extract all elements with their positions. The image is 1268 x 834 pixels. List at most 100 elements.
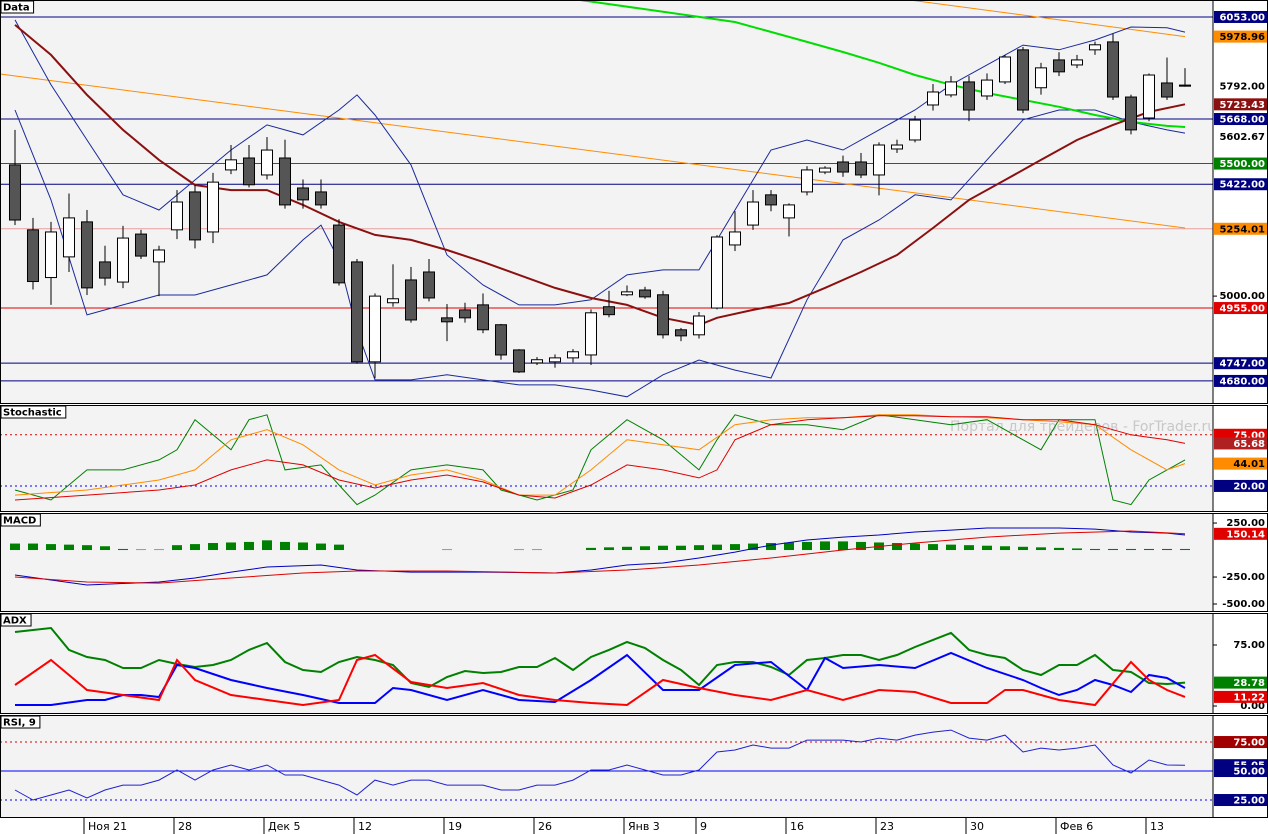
candle-body (242, 157, 255, 186)
histogram-bar (603, 547, 614, 551)
candle-body (998, 56, 1011, 83)
panel-title-box (0, 513, 41, 527)
histogram-bar (837, 541, 848, 551)
price-label: 44.01 (1233, 459, 1265, 470)
x-tick-label: 28 (178, 820, 192, 833)
candle-body (206, 181, 219, 233)
candle-body (728, 231, 741, 246)
candle-body (116, 237, 129, 283)
price-label-box (1214, 30, 1267, 43)
indicator-line (14, 729, 1186, 801)
x-tick-label: 9 (700, 820, 707, 833)
price-label-box (1214, 80, 1267, 93)
panel-title-box (0, 0, 35, 14)
candle-body (1016, 49, 1029, 111)
price-label-box (1214, 113, 1267, 126)
candle-body (818, 167, 831, 173)
panel-background (0, 405, 1213, 512)
price-label: 20.00 (1233, 481, 1265, 492)
y-tick-label: 5000.00 (1219, 291, 1265, 302)
candle-body (26, 229, 39, 283)
price-label-box (1214, 357, 1267, 370)
plot-area (14, 626, 1186, 707)
candle-body (836, 161, 849, 173)
x-tick-label: Фев 6 (1060, 820, 1093, 833)
histogram-bar (531, 549, 542, 551)
candle-body (1088, 44, 1101, 51)
histogram-bar (765, 543, 776, 551)
candle-body (422, 271, 435, 299)
price-label-box (1214, 130, 1267, 143)
candle-body (1052, 59, 1065, 73)
price-label: 11.22 (1233, 692, 1265, 703)
price-label-box (1214, 794, 1267, 807)
x-tick-label: 13 (1150, 820, 1164, 833)
price-label-box (1214, 178, 1267, 191)
histogram-bar (1125, 548, 1136, 551)
indicator-line (14, 527, 1186, 586)
candle-body (1160, 82, 1173, 98)
candle-body (980, 79, 993, 97)
plot-area (9, 527, 1190, 586)
histogram-bar (801, 541, 812, 551)
candle-body (1070, 59, 1083, 66)
x-tick-label: 23 (880, 820, 894, 833)
histogram-bar (27, 543, 38, 551)
candle-body (350, 261, 363, 363)
histogram-bar (225, 542, 236, 551)
candle-body (62, 217, 75, 258)
candle-body (386, 298, 399, 304)
x-tick-label: 30 (970, 820, 984, 833)
price-label: 65.68 (1233, 439, 1265, 450)
candle-body (224, 159, 237, 171)
price-label-box (1214, 10, 1267, 23)
candle-body (152, 249, 165, 263)
candle-body (44, 231, 57, 279)
plot-area (0, 729, 1213, 801)
candle-body (440, 317, 453, 323)
histogram-bar (1107, 548, 1118, 551)
panel-background (0, 715, 1213, 818)
price-label-box (1214, 479, 1267, 492)
histogram-bar (297, 542, 308, 551)
candle-body (476, 304, 489, 331)
indicator-line (14, 414, 1186, 506)
candle-body (674, 329, 687, 337)
price-label-box (1214, 676, 1267, 689)
axis-background (1213, 0, 1268, 404)
candle-body (692, 315, 705, 336)
candle-body (548, 357, 561, 363)
candle-body (368, 295, 381, 363)
price-label-box (1214, 302, 1267, 315)
histogram-bar (1143, 548, 1154, 551)
histogram-bar (153, 549, 164, 551)
histogram-bar (171, 545, 182, 551)
candle-body (80, 221, 93, 289)
histogram-bar (621, 546, 632, 551)
histogram-bar (639, 546, 650, 551)
candle-body (854, 161, 867, 176)
y-tick-label: 0.00 (1240, 701, 1265, 712)
x-tick-label: Янв 3 (628, 820, 660, 833)
x-tick-label: 26 (538, 820, 552, 833)
panel-title: ADX (3, 616, 27, 627)
candle-body (962, 81, 975, 111)
histogram-bar (963, 545, 974, 551)
price-label-box (1214, 736, 1267, 749)
price-label: 75.00 (1233, 738, 1265, 749)
panel-background (0, 513, 1213, 612)
indicator-line (909, 0, 1186, 38)
candle-body (296, 187, 309, 201)
histogram-bar (1089, 548, 1100, 551)
price-label: 5978.96 (1219, 32, 1265, 43)
candle-body (458, 309, 471, 319)
histogram-bar (585, 547, 596, 551)
histogram-bar (819, 541, 830, 551)
histogram-bar (117, 548, 128, 551)
candle-body (1178, 84, 1191, 87)
histogram-bar (711, 544, 722, 551)
panel-title: Data (3, 3, 30, 14)
candle-body (512, 349, 525, 373)
histogram-bar (1017, 546, 1028, 551)
